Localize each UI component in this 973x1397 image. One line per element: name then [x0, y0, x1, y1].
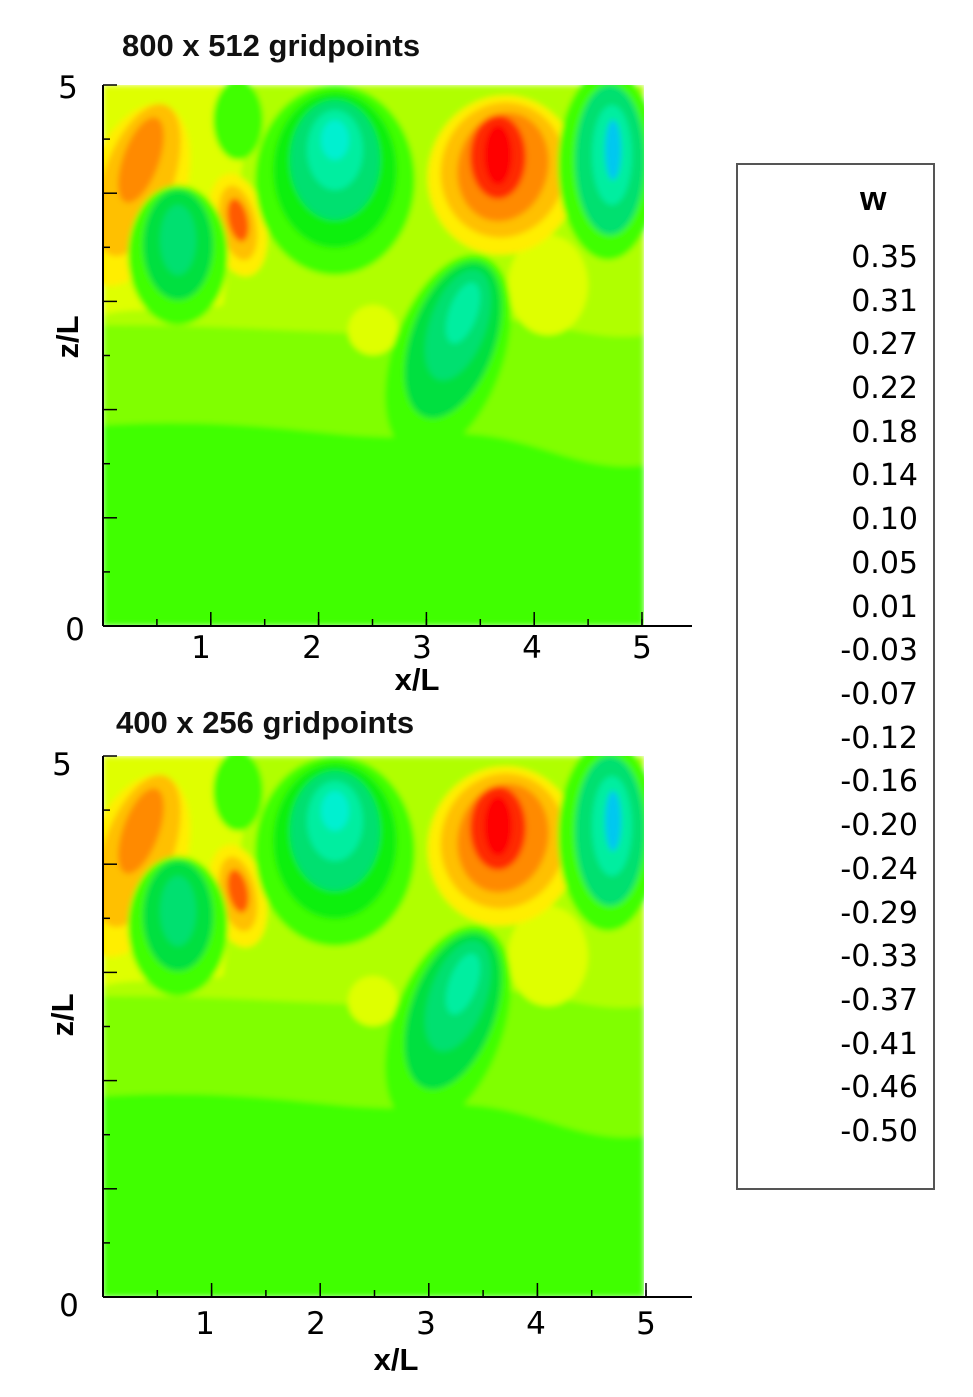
legend-level-label: -0.50 [840, 1114, 918, 1150]
legend-box [736, 163, 935, 1190]
legend-level-label: 0.27 [851, 327, 918, 363]
legend-level-label: -0.12 [840, 720, 918, 756]
legend-level-label: 0.18 [851, 414, 918, 450]
legend-level-label: 0.22 [851, 371, 918, 406]
legend-level-label: -0.07 [840, 677, 918, 712]
panel-title-bottom: 400 x 256 gridpoints [116, 705, 415, 740]
x-tick-label: 2 [302, 630, 322, 666]
x-tick-label: 2 [306, 1306, 326, 1342]
y-axis-title-top: z/L [50, 315, 85, 358]
x-axis-title-bottom: x/L [374, 1342, 419, 1377]
x-tick-label: 1 [191, 630, 211, 666]
x-tick-label: 3 [416, 1306, 436, 1342]
x-tick-label: 5 [636, 1306, 656, 1342]
x-tick-label: 4 [522, 630, 542, 666]
x-tick-label: 3 [412, 630, 432, 666]
legend-level-label: -0.16 [840, 764, 918, 800]
legend-level-label: 0.10 [851, 502, 918, 538]
legend-title: w [860, 180, 887, 218]
y-axis-title-bottom: z/L [45, 993, 80, 1036]
legend-level-label: -0.24 [840, 851, 918, 887]
legend-level-label: 0.14 [851, 458, 918, 494]
legend-level-label: 0.05 [851, 545, 918, 581]
legend-level-label: 0.35 [851, 239, 918, 275]
legend-level-label: 0.31 [851, 283, 918, 319]
x-axis-title-top: x/L [395, 662, 440, 697]
ticks-bottom [102, 755, 647, 1298]
x-tick-label: 4 [526, 1306, 546, 1342]
panel-title-top: 800 x 512 gridpoints [122, 28, 421, 63]
contour-field-top [103, 85, 644, 626]
y-tick-label: 0 [65, 612, 85, 648]
contour-field-bottom [103, 756, 644, 1297]
x-tick-label: 5 [632, 630, 652, 666]
legend-level-label: -0.41 [840, 1026, 918, 1062]
legend-level-label: -0.33 [840, 939, 918, 975]
legend-level-label: -0.29 [840, 895, 918, 931]
legend-level-label: -0.03 [840, 633, 918, 669]
y-tick-label: 5 [58, 70, 78, 106]
legend-level-label: -0.20 [840, 808, 918, 844]
legend-level-label: 0.01 [851, 589, 918, 625]
legend-level-label: -0.37 [840, 983, 918, 1018]
y-tick-label: 5 [52, 747, 72, 783]
ticks-top [102, 84, 643, 627]
legend-level-label: -0.46 [840, 1070, 918, 1106]
y-tick-label: 0 [59, 1288, 79, 1324]
x-tick-label: 1 [195, 1306, 215, 1342]
